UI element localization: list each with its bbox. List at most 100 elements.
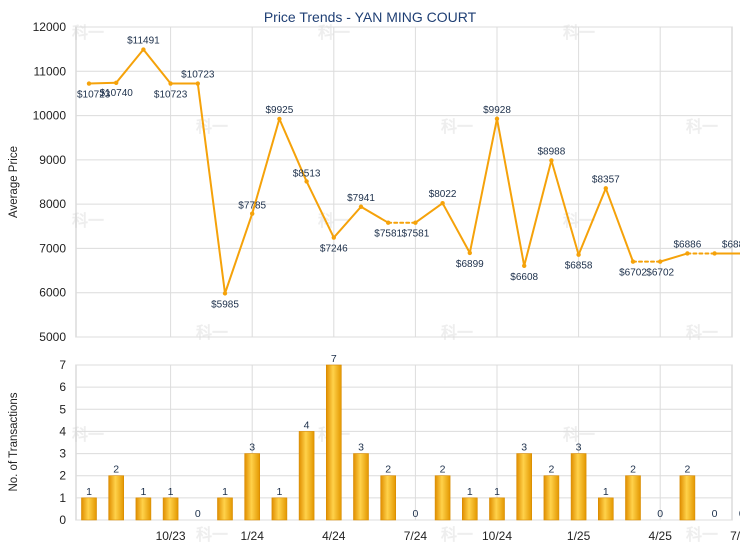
watermark-9: 科一 bbox=[196, 323, 228, 342]
price-data-label: $7785 bbox=[238, 201, 266, 212]
price-data-label: $10723 bbox=[77, 90, 111, 101]
transaction-count-label: 3 bbox=[358, 442, 364, 454]
transaction-count-label: 7 bbox=[331, 353, 337, 365]
transactions-series bbox=[81, 364, 696, 521]
transaction-count-label: 1 bbox=[494, 486, 500, 498]
transaction-count-label: 1 bbox=[603, 486, 609, 498]
price-y-tick-label: 12000 bbox=[33, 20, 67, 34]
price-data-label: $8357 bbox=[592, 174, 620, 185]
transactions-gridlines bbox=[76, 364, 732, 521]
price-point bbox=[712, 251, 717, 256]
transaction-count-label: 2 bbox=[385, 464, 391, 476]
price-y-ticks: 12000 11000 10000 9000 8000 7000 6000 5000 bbox=[33, 20, 67, 344]
price-y-tick-label: 5000 bbox=[39, 330, 66, 344]
transaction-count-label: 1 bbox=[140, 486, 146, 498]
price-y-tick-label: 11000 bbox=[34, 64, 67, 78]
transaction-count-label: 2 bbox=[548, 464, 554, 476]
transaction-bar bbox=[489, 497, 505, 521]
transactions-y-tick-label: 3 bbox=[59, 447, 66, 461]
price-data-label: $7941 bbox=[347, 193, 375, 204]
transaction-count-label: 1 bbox=[168, 486, 174, 498]
price-point bbox=[250, 211, 255, 216]
price-data-label: $7246 bbox=[320, 244, 348, 255]
price-point bbox=[658, 259, 663, 264]
price-line-segment bbox=[332, 205, 362, 239]
price-data-label: $8513 bbox=[293, 168, 321, 179]
transactions-x-tick-label: 7/24 bbox=[404, 529, 428, 543]
price-line-segment bbox=[305, 180, 335, 239]
price-point bbox=[386, 220, 391, 225]
price-y-tick-label: 10000 bbox=[33, 109, 67, 123]
price-y-tick-label: 9000 bbox=[39, 153, 66, 167]
price-point bbox=[522, 263, 527, 268]
price-data-label: $10740 bbox=[100, 88, 134, 99]
transaction-count-label: 1 bbox=[86, 486, 92, 498]
transactions-x-ticks: 10/23 1/24 4/24 7/24 10/24 1/25 4/25 7/25 bbox=[156, 529, 740, 543]
price-point bbox=[141, 47, 146, 52]
price-point bbox=[603, 186, 608, 191]
price-point bbox=[467, 250, 472, 256]
price-gridlines bbox=[76, 26, 732, 338]
price-point bbox=[413, 220, 418, 225]
watermark-11: 科一 bbox=[686, 323, 718, 342]
price-line-segment bbox=[604, 187, 634, 263]
price-data-label: $10723 bbox=[181, 70, 215, 81]
transaction-bar bbox=[81, 497, 97, 521]
watermark-3: 科一 bbox=[196, 117, 228, 136]
price-data-label: $10723 bbox=[154, 90, 188, 101]
transaction-bar bbox=[380, 475, 397, 521]
transaction-count-label: 0 bbox=[412, 508, 418, 520]
transaction-count-label: 1 bbox=[467, 486, 473, 498]
transactions-y-tick-label: 5 bbox=[59, 402, 66, 416]
price-line-segment bbox=[496, 117, 526, 267]
transactions-x-tick-label: 4/25 bbox=[649, 529, 673, 543]
transaction-bar bbox=[271, 497, 288, 521]
transaction-count-label: 0 bbox=[712, 508, 718, 520]
transaction-bar bbox=[570, 453, 587, 521]
price-data-label: $8022 bbox=[429, 189, 457, 200]
transactions-x-tick-label: 10/23 bbox=[156, 529, 186, 543]
transactions-x-tick-label: 4/24 bbox=[322, 529, 346, 543]
price-point bbox=[114, 80, 119, 86]
price-data-labels: $10723$10740$11491$10723$10723$5985$7785… bbox=[77, 36, 740, 311]
transactions-x-tick-label: 1/25 bbox=[567, 529, 591, 543]
price-data-label: $6702 bbox=[619, 268, 647, 279]
price-y-tick-label: 7000 bbox=[39, 241, 66, 255]
transaction-bar bbox=[434, 475, 451, 521]
transactions-y-tick-label: 2 bbox=[59, 469, 66, 483]
transaction-bar bbox=[244, 453, 260, 521]
transaction-count-label: 3 bbox=[576, 442, 582, 454]
transaction-bar bbox=[461, 497, 478, 521]
watermark-12: 科一 bbox=[72, 425, 104, 444]
transaction-bar bbox=[135, 497, 152, 521]
transactions-data-labels: 1 2 1 1 0 1 3 1 4 7 3 2 0 2 1 1 3 2 3 1 2 0 2 0 0 bbox=[86, 353, 740, 520]
price-plot-area bbox=[75, 26, 733, 338]
transaction-count-label: 0 bbox=[195, 508, 201, 520]
transaction-bar bbox=[108, 475, 124, 521]
transactions-y-ticks: 0 1 2 3 4 5 6 7 bbox=[59, 358, 66, 527]
price-line-segment bbox=[414, 202, 444, 224]
transaction-bar bbox=[325, 364, 342, 521]
transaction-count-label: 3 bbox=[521, 442, 527, 454]
price-data-label: $7581 bbox=[374, 229, 402, 240]
price-series bbox=[86, 47, 740, 296]
price-y-axis-label: Average Price bbox=[8, 146, 20, 218]
transactions-x-tick-label: 7/25 bbox=[730, 529, 740, 543]
transaction-bar bbox=[625, 475, 641, 521]
price-point bbox=[277, 116, 282, 122]
chart-title: Price Trends - YAN MING COURT bbox=[264, 9, 477, 25]
price-point bbox=[549, 158, 554, 163]
watermark-4: 科一 bbox=[441, 117, 473, 136]
transaction-bar bbox=[543, 475, 560, 521]
price-point bbox=[576, 252, 581, 257]
price-line-segment bbox=[278, 117, 308, 183]
transactions-y-tick-label: 4 bbox=[59, 424, 66, 438]
transaction-count-label: 0 bbox=[657, 508, 663, 520]
price-data-label: $5985 bbox=[211, 299, 239, 310]
price-point bbox=[440, 200, 445, 206]
price-line-segment bbox=[441, 202, 471, 254]
price-line-segment bbox=[360, 205, 390, 224]
price-line-segment bbox=[577, 187, 607, 256]
price-data-label: $6702 bbox=[646, 268, 674, 279]
watermark-6: 科一 bbox=[72, 211, 104, 230]
